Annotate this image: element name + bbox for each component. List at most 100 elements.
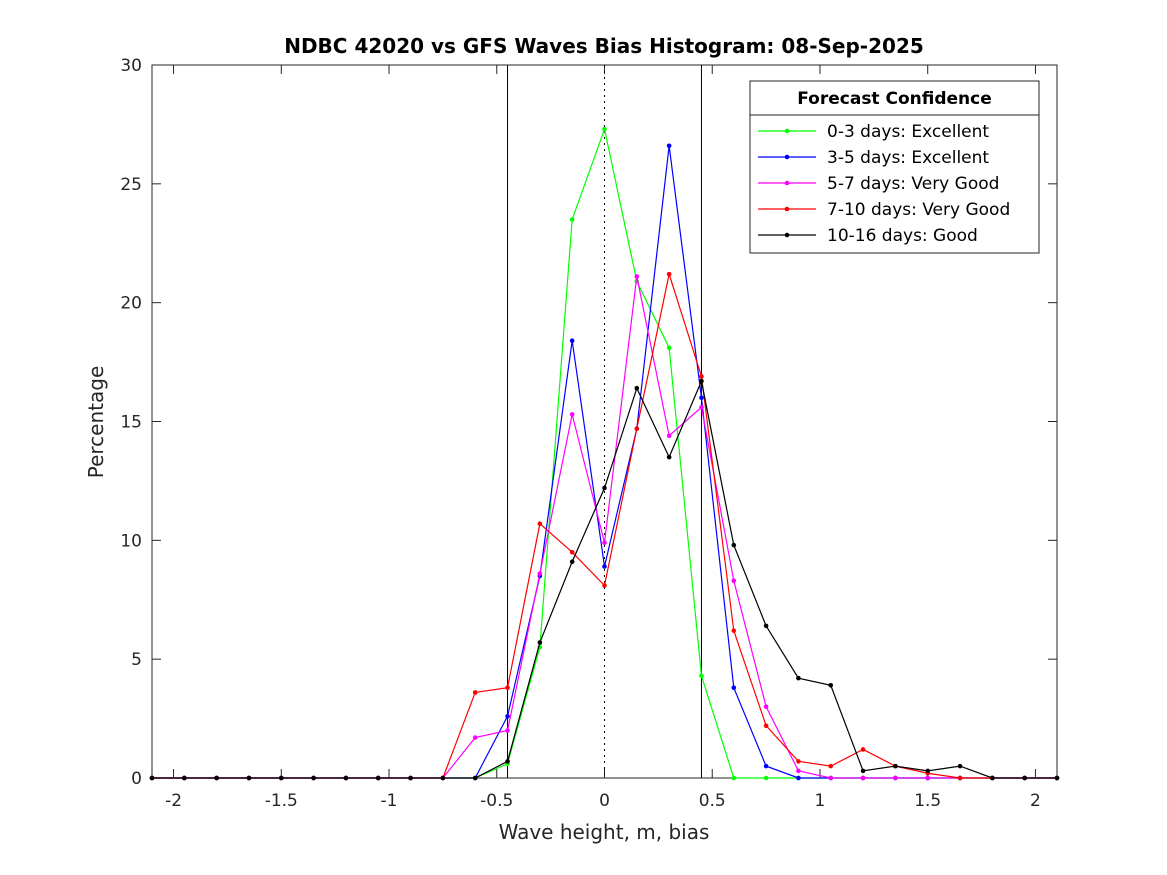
data-point <box>569 338 575 343</box>
y-tick-label: 0 <box>131 769 142 789</box>
data-point <box>505 685 510 690</box>
data-point <box>505 713 510 719</box>
data-point <box>602 126 607 132</box>
data-point <box>860 775 866 781</box>
x-tick-label: -0.5 <box>480 791 513 811</box>
x-tick-label: -1 <box>381 791 398 811</box>
data-point <box>666 345 672 351</box>
x-tick-label: 0.5 <box>699 791 726 811</box>
data-point <box>472 735 478 740</box>
legend-item: 10-16 days: Good <box>758 226 978 246</box>
data-point <box>925 775 931 781</box>
data-point <box>634 426 640 431</box>
legend-label: 10-16 days: Good <box>827 226 978 246</box>
legend-label: 5-7 days: Very Good <box>827 174 999 194</box>
data-point <box>343 775 349 781</box>
data-point <box>957 775 963 781</box>
data-point <box>763 704 769 709</box>
y-tick-label: 15 <box>120 413 142 433</box>
data-point <box>763 723 769 729</box>
data-point <box>505 728 510 733</box>
legend-label: 0-3 days: Excellent <box>827 122 989 142</box>
data-point <box>472 690 478 695</box>
data-point <box>699 374 704 379</box>
data-point <box>860 747 866 752</box>
data-point <box>731 685 737 690</box>
data-point <box>634 385 640 391</box>
data-point <box>699 395 704 401</box>
data-point <box>990 775 995 781</box>
chart-title: NDBC 42020 vs GFS Waves Bias Histogram: … <box>284 34 924 58</box>
data-point <box>666 271 672 277</box>
legend: Forecast Confidence 0-3 days: Excellent 3-… <box>749 80 1040 254</box>
legend-label: 7-10 days: Very Good <box>827 200 1010 220</box>
y-tick-label: 20 <box>120 294 142 314</box>
data-point <box>731 775 737 781</box>
data-point <box>602 583 607 588</box>
data-point <box>666 143 672 149</box>
data-point <box>214 775 219 781</box>
series-5 <box>149 378 1060 781</box>
legend-marker <box>784 206 790 212</box>
data-point <box>537 521 543 526</box>
legend-marker <box>784 232 790 238</box>
y-tick-label: 5 <box>131 650 142 670</box>
data-point <box>569 412 575 417</box>
data-point <box>860 768 866 774</box>
x-tick-label: -2 <box>165 791 182 811</box>
data-point <box>699 378 704 384</box>
y-axis-label: Percentage <box>84 366 108 479</box>
y-tick-label: 25 <box>120 175 142 195</box>
x-tick-label: 2 <box>1030 791 1041 811</box>
legend-item: 3-5 days: Excellent <box>758 148 989 168</box>
legend-item: 5-7 days: Very Good <box>758 174 999 194</box>
data-point <box>1054 775 1060 781</box>
data-point <box>149 775 155 781</box>
data-point <box>602 564 607 569</box>
data-point <box>537 571 543 576</box>
data-point <box>569 559 575 565</box>
data-point <box>699 673 704 679</box>
data-point <box>828 763 834 769</box>
x-tick-label: 1 <box>815 791 826 811</box>
data-point <box>796 759 801 764</box>
data-point <box>505 759 510 764</box>
data-point <box>731 628 737 633</box>
data-point <box>602 485 607 491</box>
x-tick-label: 1.5 <box>914 791 941 811</box>
data-point <box>408 775 413 781</box>
legend-marker <box>784 180 790 186</box>
legend-box <box>749 80 1040 254</box>
data-point <box>763 763 769 769</box>
data-point <box>925 768 931 774</box>
data-point <box>796 768 801 774</box>
data-point <box>472 775 478 781</box>
data-point <box>569 549 575 555</box>
x-axis-label: Wave height, m, bias <box>499 820 710 844</box>
legend-item: 7-10 days: Very Good <box>758 200 1010 220</box>
data-point <box>666 454 672 460</box>
data-point <box>957 763 963 769</box>
data-point <box>731 578 737 584</box>
data-point <box>1022 775 1027 781</box>
legend-label: 3-5 days: Excellent <box>827 148 989 168</box>
legend-item: 0-3 days: Excellent <box>758 122 989 142</box>
data-point <box>828 683 834 688</box>
x-tick-label: 0 <box>599 791 610 811</box>
data-point <box>699 404 704 410</box>
data-point <box>375 775 381 781</box>
data-point <box>278 775 284 781</box>
data-point <box>569 217 575 222</box>
data-point <box>828 775 834 781</box>
data-point <box>731 542 737 548</box>
data-point <box>311 775 316 781</box>
y-tick-label: 10 <box>120 531 142 551</box>
data-point <box>893 775 898 781</box>
data-point <box>182 775 187 781</box>
data-point <box>893 763 898 769</box>
x-tick-label: -1.5 <box>265 791 298 811</box>
data-point <box>537 640 543 645</box>
data-point <box>602 540 607 546</box>
